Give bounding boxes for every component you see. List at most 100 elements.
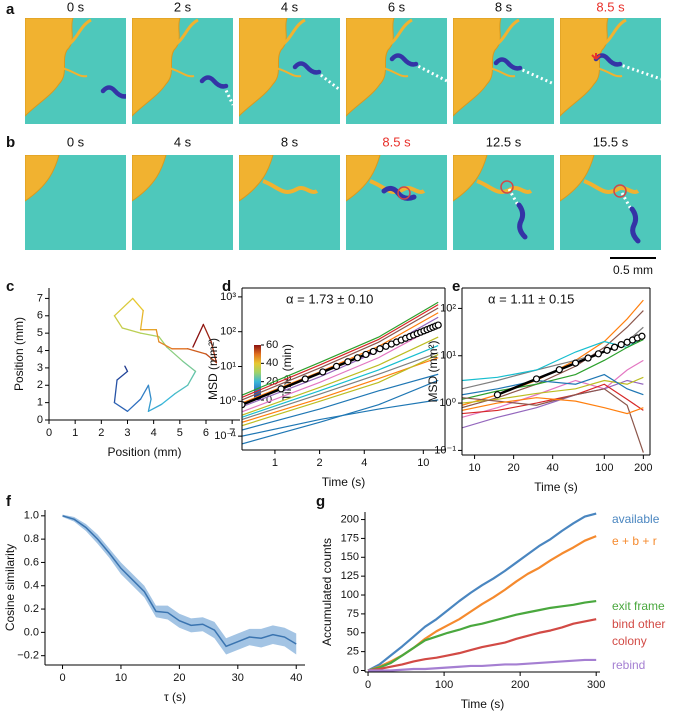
x-axis-label: τ (s) — [164, 690, 186, 704]
x-tick-label: 40 — [547, 462, 559, 474]
mean-point — [493, 391, 502, 399]
msd-line — [242, 379, 439, 445]
x-tick-label: 200 — [634, 462, 652, 474]
mean-point — [571, 359, 580, 367]
frame-time: 8.5 s — [596, 0, 625, 14]
frame-time: 8 s — [495, 0, 513, 14]
msd-line — [462, 373, 644, 396]
colony-tendril — [476, 179, 533, 194]
msd-line — [242, 304, 439, 398]
image-frame — [239, 155, 340, 250]
mean-point — [353, 354, 362, 362]
msd-line — [242, 345, 439, 418]
plot-area — [462, 299, 646, 453]
x-tick-label: 0 — [59, 672, 65, 684]
trajectory-segment — [155, 329, 160, 343]
x-tick-label: 0 — [365, 679, 371, 691]
x-axis-label: Time (s) — [322, 475, 366, 489]
y-tick-label: 175 — [341, 532, 359, 544]
x-tick-label: 30 — [232, 672, 244, 684]
image-frame — [132, 18, 233, 124]
panel-label: a — [6, 1, 15, 18]
image-frame — [453, 18, 554, 124]
y-tick-label: 10⁻¹ — [214, 430, 236, 442]
legend-label: available — [612, 511, 660, 526]
mean-point — [594, 350, 602, 358]
msd-line — [462, 336, 644, 382]
mean-point — [376, 345, 384, 353]
trail — [222, 85, 233, 106]
worm — [199, 75, 229, 89]
x-tick-label: 7 — [229, 427, 235, 439]
y-tick-label: 1 — [37, 397, 43, 409]
x-tick-label: 100 — [595, 462, 613, 474]
contact-marker — [613, 184, 627, 198]
y-tick-label: 10³ — [220, 291, 236, 303]
panel-label: c — [6, 278, 14, 295]
x-tick-label: 4 — [361, 457, 367, 469]
trail — [507, 188, 521, 208]
x-tick-label: 6 — [203, 427, 209, 439]
image-frame — [132, 155, 233, 250]
mean-point — [277, 385, 285, 393]
frame-time: 15.5 s — [593, 134, 629, 149]
colony-tendril — [64, 18, 92, 48]
y-tick-label: 75 — [347, 608, 359, 620]
msd-line — [462, 359, 644, 418]
msd-line — [242, 352, 439, 421]
frame-time: 6 s — [388, 0, 406, 14]
colorbar-tick-label: 40 — [266, 357, 278, 369]
colony-tendril — [167, 67, 195, 78]
msd-line — [242, 325, 439, 413]
y-tick-label: 25 — [347, 646, 359, 658]
mean-point — [319, 368, 327, 376]
count-line — [367, 618, 597, 672]
image-frame — [560, 18, 661, 124]
y-tick-label: 150 — [341, 551, 359, 563]
legend-label: bind other colony — [612, 617, 666, 649]
count-line — [367, 599, 597, 672]
image-frame — [346, 18, 447, 124]
colony — [239, 155, 274, 202]
trajectory-segment — [126, 398, 142, 412]
worm — [516, 202, 528, 240]
colony-tendril — [278, 18, 306, 48]
y-tick-label: 10⁻¹ — [434, 444, 456, 456]
frame-time: 2 s — [174, 0, 192, 14]
colony — [239, 18, 288, 117]
colony — [132, 18, 181, 117]
image-frame — [346, 155, 447, 250]
y-tick-label: 10¹ — [220, 360, 236, 372]
y-tick-label: 3 — [37, 362, 43, 374]
colony-tendril — [488, 67, 516, 78]
frame-time: 0 s — [67, 0, 85, 14]
frame-time: 4 s — [174, 134, 192, 149]
trajectory-segment — [139, 309, 144, 331]
y-tick-label: 10⁰ — [219, 395, 236, 407]
mean-point — [434, 321, 442, 329]
colony — [560, 18, 609, 117]
scale-bar-label: 0.5 mm — [613, 263, 653, 277]
msd-line — [242, 336, 439, 416]
trajectory-segment — [124, 365, 129, 373]
msd-line — [462, 299, 644, 406]
colony-tendril — [60, 67, 88, 78]
colony-tendril — [583, 179, 640, 194]
y-tick-label: 0.2 — [24, 603, 39, 615]
panel-label: g — [316, 493, 325, 510]
x-tick-label: 2 — [317, 457, 323, 469]
y-tick-label: −0.2 — [17, 650, 39, 662]
trajectory-segment — [158, 341, 173, 350]
y-tick-label: 0.8 — [24, 533, 39, 545]
y-tick-label: 10⁰ — [439, 397, 456, 409]
image-frame — [25, 155, 126, 250]
colony — [346, 18, 395, 117]
frame-time: 12.5 s — [486, 134, 522, 149]
x-axis-label: Position (mm) — [107, 445, 181, 459]
colony — [346, 155, 381, 202]
panel-label: d — [222, 278, 231, 295]
frame-time: 8.5 s — [382, 134, 411, 149]
msd-line — [462, 376, 644, 404]
colorbar-tick-label: 20 — [266, 376, 278, 388]
x-tick-label: 0 — [46, 427, 52, 439]
